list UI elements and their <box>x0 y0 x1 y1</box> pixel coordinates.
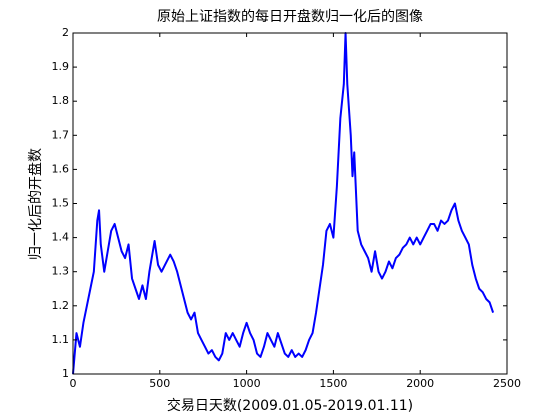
x-tick-label: 1500 <box>319 377 347 390</box>
plot-area <box>73 33 507 374</box>
y-tick-label: 1.3 <box>52 265 70 278</box>
chart-title: 原始上证指数的每日开盘数归一化后的图像 <box>157 8 423 25</box>
y-tick-label: 1.8 <box>52 94 70 107</box>
x-tick-label: 2000 <box>406 377 434 390</box>
x-axis-label: 交易日天数(2009.01.05-2019.01.11) <box>167 397 413 414</box>
y-tick-label: 1.4 <box>52 231 70 244</box>
y-tick-label: 2 <box>62 26 69 39</box>
y-tick-label: 1.1 <box>52 333 70 346</box>
x-tick-label: 500 <box>149 377 170 390</box>
x-tick-label: 2500 <box>493 377 521 390</box>
data-line <box>72 32 495 375</box>
x-tick-label: 0 <box>70 377 77 390</box>
y-tick-label: 1.6 <box>52 162 70 175</box>
y-tick-label: 1.7 <box>52 128 70 141</box>
x-tick-label: 1000 <box>233 377 261 390</box>
y-tick-label: 1 <box>62 367 69 380</box>
y-tick-label: 1.5 <box>52 197 70 210</box>
y-tick-label: 1.9 <box>52 60 70 73</box>
y-axis-label: 归一化后的开盘数 <box>27 148 44 260</box>
y-tick-label: 1.2 <box>52 299 70 312</box>
